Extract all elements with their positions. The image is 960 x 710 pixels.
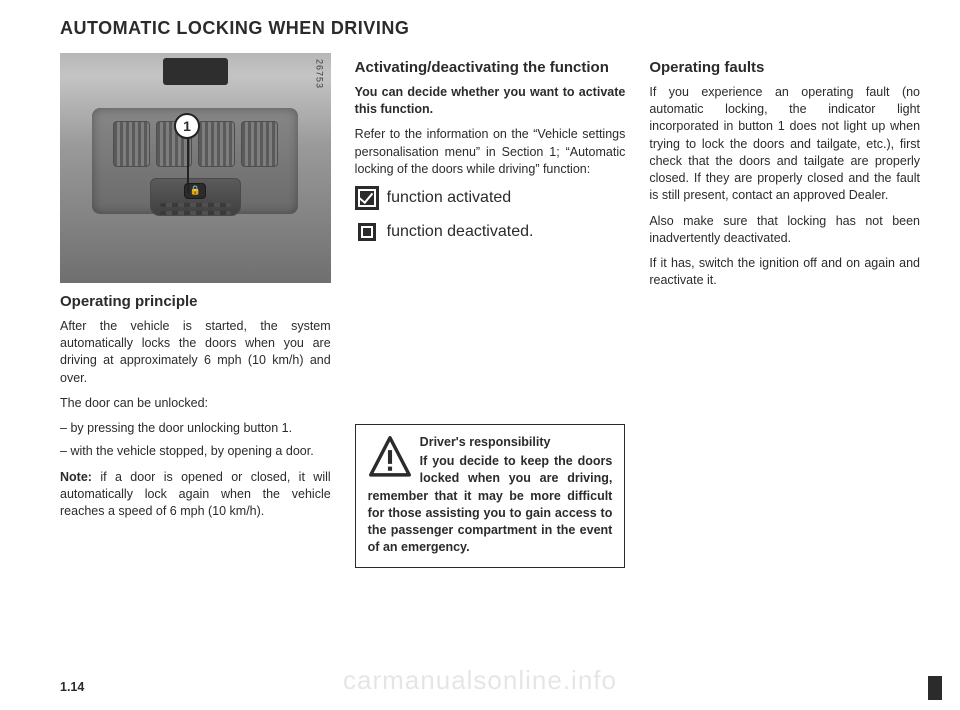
list-item: by pressing the door unlocking button 1. bbox=[60, 420, 331, 437]
checkbox-checked-icon bbox=[355, 186, 379, 210]
note-paragraph: Note: if a door is opened or closed, it … bbox=[60, 469, 331, 521]
function-activated-label: function activated bbox=[387, 189, 512, 207]
operating-faults-p1: If you experience an operating fault (no… bbox=[649, 84, 920, 205]
vent bbox=[241, 121, 278, 168]
callout-1: 1 bbox=[174, 113, 200, 139]
column-2: Activating/deactivating the function You… bbox=[355, 53, 626, 568]
function-deactivated-label: function deactivated. bbox=[387, 223, 534, 241]
function-activated-row: function activated bbox=[355, 186, 626, 210]
watermark-text: carmanualsonline.info bbox=[0, 665, 960, 696]
column-1: 26753 🔒 1 bbox=[60, 53, 331, 568]
activating-p1: You can decide whether you want to activ… bbox=[355, 84, 626, 119]
list-item-text: with the vehicle stopped, by opening a d… bbox=[70, 444, 313, 458]
page-corner-mark bbox=[928, 676, 942, 700]
vent bbox=[198, 121, 235, 168]
note-text: if a door is opened or closed, it will a… bbox=[60, 470, 331, 519]
page-number: 1.14 bbox=[60, 680, 84, 694]
center-console: 🔒 bbox=[150, 178, 241, 216]
manual-page: AUTOMATIC LOCKING WHEN DRIVING 26753 🔒 bbox=[0, 0, 960, 710]
page-title: AUTOMATIC LOCKING WHEN DRIVING bbox=[60, 18, 920, 39]
dashboard-screen bbox=[163, 58, 228, 86]
figure-image-number: 26753 bbox=[315, 59, 325, 89]
operating-faults-p2: Also make sure that locking has not been… bbox=[649, 213, 920, 248]
radio-controls bbox=[160, 203, 231, 207]
list-item-text: by pressing the door unlocking button 1. bbox=[70, 421, 292, 435]
operating-principle-p1: After the vehicle is started, the system… bbox=[60, 318, 331, 387]
operating-faults-p1-text: If you experience an operating fault (no… bbox=[649, 85, 920, 203]
dashboard-figure: 26753 🔒 1 bbox=[60, 53, 331, 283]
operating-principle-heading: Operating principle bbox=[60, 293, 331, 312]
note-label: Note: bbox=[60, 470, 92, 484]
activating-p2: Refer to the information on the “Vehicle… bbox=[355, 126, 626, 178]
radio-controls bbox=[160, 211, 231, 215]
operating-faults-heading: Operating faults bbox=[649, 59, 920, 78]
warning-box: Driver's responsibility If you decide to… bbox=[355, 424, 626, 568]
activating-heading: Activating/deactivating the function bbox=[355, 59, 626, 78]
callout-leader-line bbox=[187, 139, 189, 193]
vent bbox=[113, 121, 150, 168]
unlock-methods-list: by pressing the door unlocking button 1.… bbox=[60, 420, 331, 461]
list-item: with the vehicle stopped, by opening a d… bbox=[60, 443, 331, 460]
function-deactivated-row: function deactivated. bbox=[355, 220, 626, 244]
warning-triangle-icon bbox=[368, 435, 412, 479]
checkbox-empty-icon bbox=[355, 220, 379, 244]
operating-principle-p2: The door can be unlocked: bbox=[60, 395, 331, 412]
content-columns: 26753 🔒 1 bbox=[60, 53, 920, 568]
column-3: Operating faults If you experience an op… bbox=[649, 53, 920, 568]
operating-faults-p3: If it has, switch the ignition off and o… bbox=[649, 255, 920, 290]
